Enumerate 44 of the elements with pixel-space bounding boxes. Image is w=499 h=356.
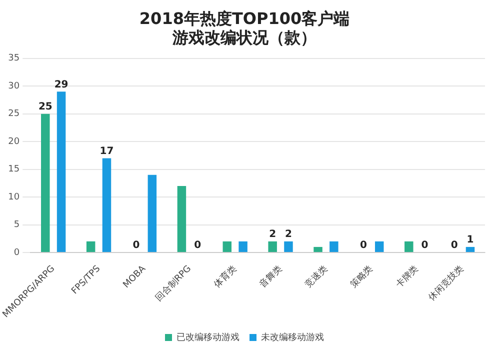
bar xyxy=(404,241,414,252)
bar xyxy=(56,92,66,252)
data-label: 0 xyxy=(360,240,367,252)
y-tick-label: 30 xyxy=(8,81,20,92)
data-label: 1 xyxy=(466,234,474,246)
y-tick-label: 10 xyxy=(8,192,20,202)
data-label: 29 xyxy=(54,79,68,90)
bar xyxy=(314,246,322,252)
bar xyxy=(330,241,338,252)
data-label: 0 xyxy=(132,240,140,252)
y-tick-label: 0 xyxy=(14,248,20,258)
legend-label: 已改编移动游戏 xyxy=(176,332,240,343)
data-label: 0 xyxy=(194,240,202,252)
x-tick-label: 音舞类 xyxy=(257,263,284,290)
bar xyxy=(41,114,50,252)
data-label: 25 xyxy=(38,101,52,112)
data-label: 17 xyxy=(100,146,114,157)
bar xyxy=(238,241,248,252)
x-tick-label: 卡牌类 xyxy=(394,263,421,290)
bar xyxy=(148,174,157,252)
bar xyxy=(466,246,475,252)
bar xyxy=(374,241,384,252)
data-label: 2 xyxy=(269,228,276,240)
bar xyxy=(284,241,293,252)
bar xyxy=(268,241,277,252)
bar xyxy=(222,241,232,252)
data-label: 0 xyxy=(450,240,458,252)
x-tick-label: 策略类 xyxy=(348,263,376,290)
bar xyxy=(102,158,112,252)
text: 2018年热度TOP100客户端 xyxy=(139,8,350,28)
data-label: 2 xyxy=(285,228,292,240)
text: 游戏改编状况（款） xyxy=(172,28,316,47)
y-tick-label: 25 xyxy=(8,109,20,120)
y-tick-label: 20 xyxy=(8,136,20,147)
data-label: 0 xyxy=(421,240,428,252)
bar xyxy=(86,241,96,252)
legend-label: 未改编移动游戏 xyxy=(261,332,324,343)
x-tick-label: 竞速类 xyxy=(302,263,330,290)
y-tick-label: 35 xyxy=(8,54,20,64)
y-tick-label: 5 xyxy=(14,220,20,230)
x-tick-label: 体育类 xyxy=(212,263,239,290)
x-tick-label: 休闲竞技类 xyxy=(426,263,466,303)
bar xyxy=(177,186,186,252)
y-tick-label: 15 xyxy=(8,164,20,175)
